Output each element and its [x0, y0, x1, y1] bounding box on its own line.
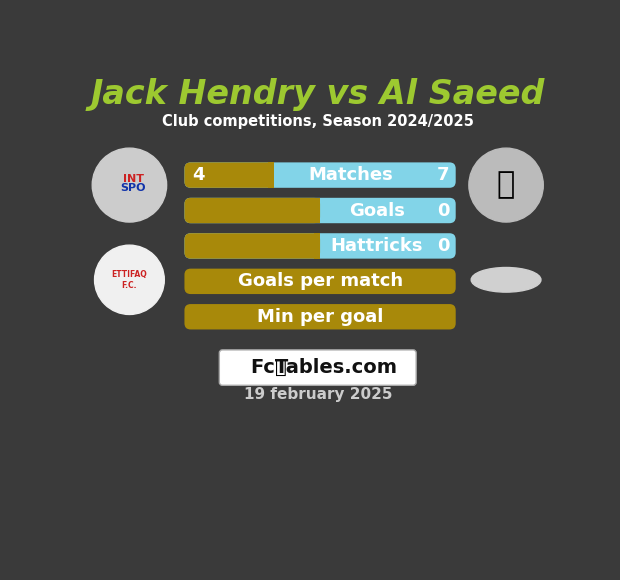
Text: INT: INT: [123, 174, 144, 184]
Text: Hattricks: Hattricks: [331, 237, 423, 255]
Text: 0: 0: [437, 201, 450, 219]
FancyBboxPatch shape: [314, 233, 320, 259]
Text: Goals per match: Goals per match: [237, 273, 402, 291]
FancyBboxPatch shape: [185, 198, 320, 223]
Text: 19 february 2025: 19 february 2025: [244, 387, 392, 402]
FancyBboxPatch shape: [185, 233, 320, 259]
Text: 4: 4: [192, 166, 205, 184]
Text: ETTIFAQ
F.C.: ETTIFAQ F.C.: [112, 270, 148, 289]
FancyBboxPatch shape: [314, 198, 320, 223]
Text: 0: 0: [437, 237, 450, 255]
FancyBboxPatch shape: [185, 198, 456, 223]
FancyBboxPatch shape: [185, 162, 274, 188]
Text: FcTables.com: FcTables.com: [250, 358, 397, 377]
Circle shape: [469, 148, 543, 222]
FancyBboxPatch shape: [185, 269, 456, 294]
Text: SPO: SPO: [120, 183, 146, 193]
Text: Club competitions, Season 2024/2025: Club competitions, Season 2024/2025: [162, 114, 474, 129]
FancyBboxPatch shape: [185, 162, 456, 188]
Circle shape: [95, 245, 164, 314]
Text: Min per goal: Min per goal: [257, 308, 383, 326]
FancyBboxPatch shape: [219, 350, 416, 385]
Text: Matches: Matches: [308, 166, 392, 184]
Ellipse shape: [471, 267, 541, 292]
FancyBboxPatch shape: [185, 233, 456, 259]
FancyBboxPatch shape: [268, 162, 274, 188]
Text: 7: 7: [437, 166, 450, 184]
Text: Goals: Goals: [349, 201, 405, 219]
Text: 👤: 👤: [497, 171, 515, 200]
Text: Jack Hendry vs Al Saeed: Jack Hendry vs Al Saeed: [91, 78, 545, 111]
FancyBboxPatch shape: [185, 304, 456, 329]
Text: 📊: 📊: [275, 358, 287, 377]
Circle shape: [92, 148, 167, 222]
